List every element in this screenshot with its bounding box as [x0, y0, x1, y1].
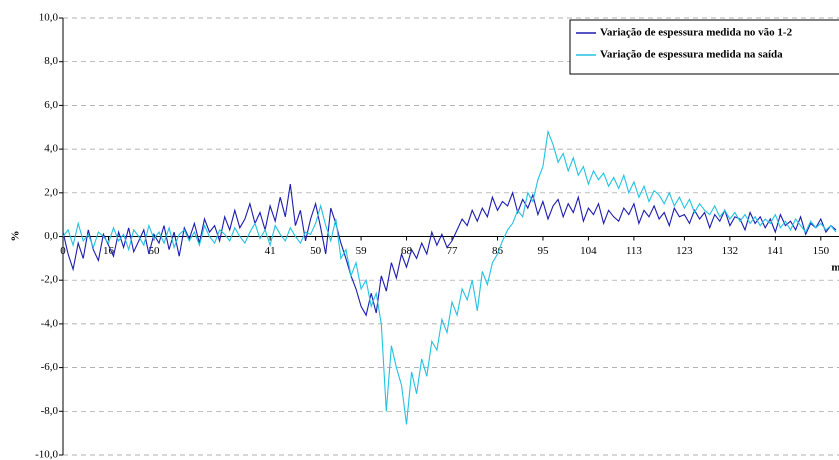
x-tick-label: 113: [626, 245, 643, 257]
x-tick-label: 123: [676, 245, 693, 257]
x-tick-label: 77: [447, 245, 459, 257]
y-tick-label: 2,0: [44, 186, 58, 198]
x-tick-label: 132: [722, 245, 739, 257]
legend-label: Variação de espessura medida na saída: [600, 49, 783, 61]
y-tick-label: 6,0: [44, 99, 58, 111]
x-tick-label: 86: [492, 245, 504, 257]
x-tick-label: 141: [767, 245, 784, 257]
x-tick-label: 104: [580, 245, 597, 257]
x-tick-label: 150: [813, 245, 830, 257]
series-line: [62, 184, 837, 317]
y-tick-label: -10,0: [35, 449, 58, 460]
x-tick-label: 50: [310, 245, 322, 257]
x-tick-label: 68: [401, 245, 413, 257]
y-tick-label: -2,0: [41, 274, 59, 286]
y-tick-label: -4,0: [41, 317, 59, 329]
x-tick-label: 16: [103, 245, 115, 257]
legend-label: Variação de espessura medida no vão 1-2: [600, 27, 793, 39]
x-tick-label: 41: [265, 245, 276, 257]
x-tick-label: 95: [537, 245, 549, 257]
y-tick-label: 10,0: [39, 12, 59, 24]
x-tick-label: 59: [356, 245, 368, 257]
legend-box: [569, 19, 839, 75]
y-tick-label: -6,0: [41, 361, 59, 373]
series-line: [62, 129, 837, 425]
x-tick-label: 50: [148, 245, 160, 257]
x-axis-label: m: [831, 262, 839, 274]
x-tick-label: 0: [60, 245, 66, 257]
y-tick-label: 0,0: [44, 230, 58, 242]
y-tick-label: 8,0: [44, 55, 58, 67]
y-axis-label: %: [10, 231, 22, 242]
y-tick-label: 4,0: [44, 143, 58, 155]
y-tick-label: -8,0: [41, 405, 59, 417]
